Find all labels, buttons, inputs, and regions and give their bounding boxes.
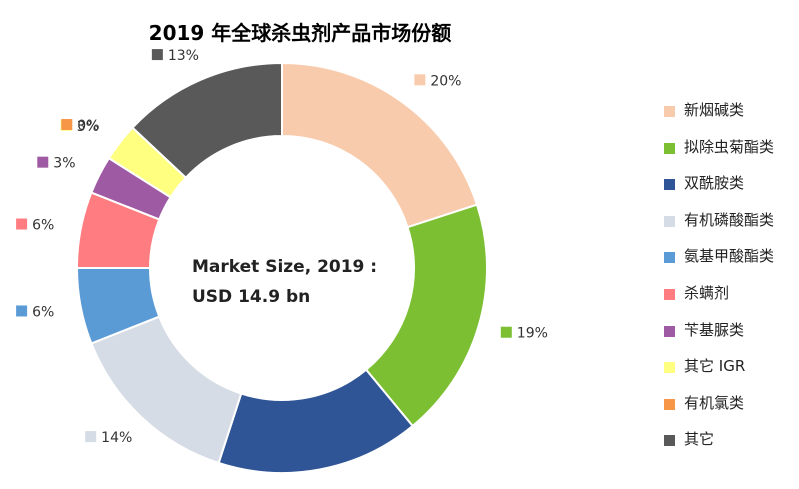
slice-2-label-marker bbox=[500, 326, 512, 338]
legend-swatch bbox=[664, 398, 675, 410]
chart-title: 2019 年全球杀虫剂产品市场份额 bbox=[148, 21, 452, 45]
slice-4-label-text: 14% bbox=[101, 430, 132, 446]
slice-1-label-marker bbox=[414, 74, 426, 86]
center-label: Market Size, 2019 : USD 14.9 bn bbox=[192, 252, 377, 312]
legend-label: 有机磷酸酯类 bbox=[684, 210, 775, 229]
center-label-line-2: USD 14.9 bn bbox=[192, 287, 311, 307]
slice-1-label-text: 20% bbox=[430, 73, 461, 89]
slice-10 bbox=[131, 61, 283, 180]
slice-2-label-text: 19% bbox=[517, 326, 548, 342]
slice-7-label-text: 3% bbox=[53, 156, 75, 172]
slice-10-label-text: 13% bbox=[168, 48, 199, 64]
legend-swatch bbox=[664, 106, 675, 117]
legend-swatch bbox=[664, 142, 675, 154]
legend-swatch bbox=[664, 288, 675, 300]
legend-swatch bbox=[664, 252, 675, 264]
slice-4-label: 14% bbox=[85, 430, 132, 446]
slice-5-label: 6% bbox=[16, 304, 54, 320]
slice-5-label-text: 6% bbox=[32, 304, 54, 320]
legend-swatch bbox=[664, 435, 675, 447]
slice-4-label-marker bbox=[85, 431, 97, 443]
slice-7-label-marker bbox=[37, 156, 49, 168]
slice-2-label: 19% bbox=[500, 326, 548, 342]
slice-9-label: 0% bbox=[61, 118, 100, 134]
legend-label: 有机氯类 bbox=[684, 393, 745, 412]
slice-7-label: 3% bbox=[37, 156, 76, 172]
slice-9-label-text: 0% bbox=[77, 118, 99, 134]
center-label-line-1: Market Size, 2019 : bbox=[192, 257, 378, 277]
slice-10-label-marker bbox=[151, 49, 163, 61]
slice-8-label-text: 3% bbox=[77, 119, 99, 135]
legend-swatch bbox=[664, 215, 675, 227]
legend-label: 新烟碱类 bbox=[684, 101, 745, 119]
legend-label: 其它 bbox=[684, 430, 715, 449]
legend-label: 其它 IGR bbox=[684, 357, 746, 376]
legend-label: 拟除虫菊酯类 bbox=[684, 137, 775, 156]
legend-swatch bbox=[664, 362, 675, 374]
slice-1-label: 20% bbox=[414, 73, 461, 89]
legend-label: 氨基甲酸酯类 bbox=[684, 247, 775, 266]
donut-slices bbox=[75, 61, 488, 474]
slice-9-label-marker bbox=[61, 119, 73, 131]
slice-5-label-marker bbox=[16, 305, 28, 317]
slice-10-label: 13% bbox=[151, 48, 199, 64]
slice-6-label-text: 6% bbox=[32, 218, 54, 234]
legend-label: 杀螨剂 bbox=[684, 283, 730, 302]
legend-label: 双酰胺类 bbox=[684, 174, 745, 193]
slice-6-label-marker bbox=[16, 218, 28, 230]
legend-swatch bbox=[664, 179, 675, 191]
legend-swatch bbox=[664, 325, 675, 337]
slice-labels: 20%19%16%14%6%6%3%3%0%13% bbox=[16, 48, 548, 489]
legend-label: 苄基脲类 bbox=[684, 320, 745, 339]
slice-6-label: 6% bbox=[16, 218, 54, 234]
